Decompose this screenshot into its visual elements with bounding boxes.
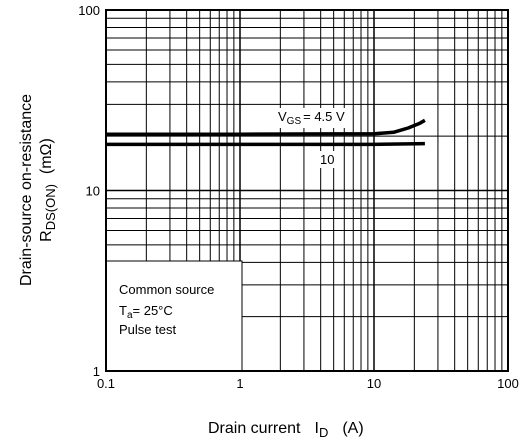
- series-label-10-background: [318, 151, 337, 168]
- conditions-line1: Common source: [119, 282, 214, 297]
- x-tick-label: 1: [236, 376, 243, 391]
- x-tick-label: 100: [497, 376, 519, 391]
- conditions-box-background: [105, 260, 243, 372]
- conditions-line2: Ta= 25°C: [119, 303, 173, 321]
- conditions-box: Common source Ta= 25°C Pulse test: [105, 260, 243, 372]
- x-tick-label: 0.1: [97, 376, 115, 391]
- series-line-vgs-10v: [106, 141, 425, 147]
- x-tick-label: 10: [367, 376, 381, 391]
- y-tick-label: 100: [78, 3, 100, 18]
- series-label-10: 10: [320, 152, 334, 167]
- y-tick-label: 10: [86, 184, 100, 199]
- series-label-vgs-background: [276, 108, 348, 128]
- series-label-vgs: VGS = 4.5 V: [278, 109, 345, 127]
- plot-frame: [105, 9, 509, 372]
- grid: [105, 10, 508, 372]
- series-line-vgs-4-5v: [106, 118, 426, 136]
- y-tick-label: 1: [93, 364, 100, 379]
- plot-border: [105, 9, 509, 372]
- series: [106, 118, 426, 147]
- y-axis-title-line1: Drain-source on-resistance: [18, 94, 35, 286]
- x-axis-title: Drain current ID (A): [208, 420, 364, 439]
- y-axis-title-line2: RDS(ON)(mΩ): [38, 138, 58, 242]
- conditions-line3: Pulse test: [119, 322, 176, 337]
